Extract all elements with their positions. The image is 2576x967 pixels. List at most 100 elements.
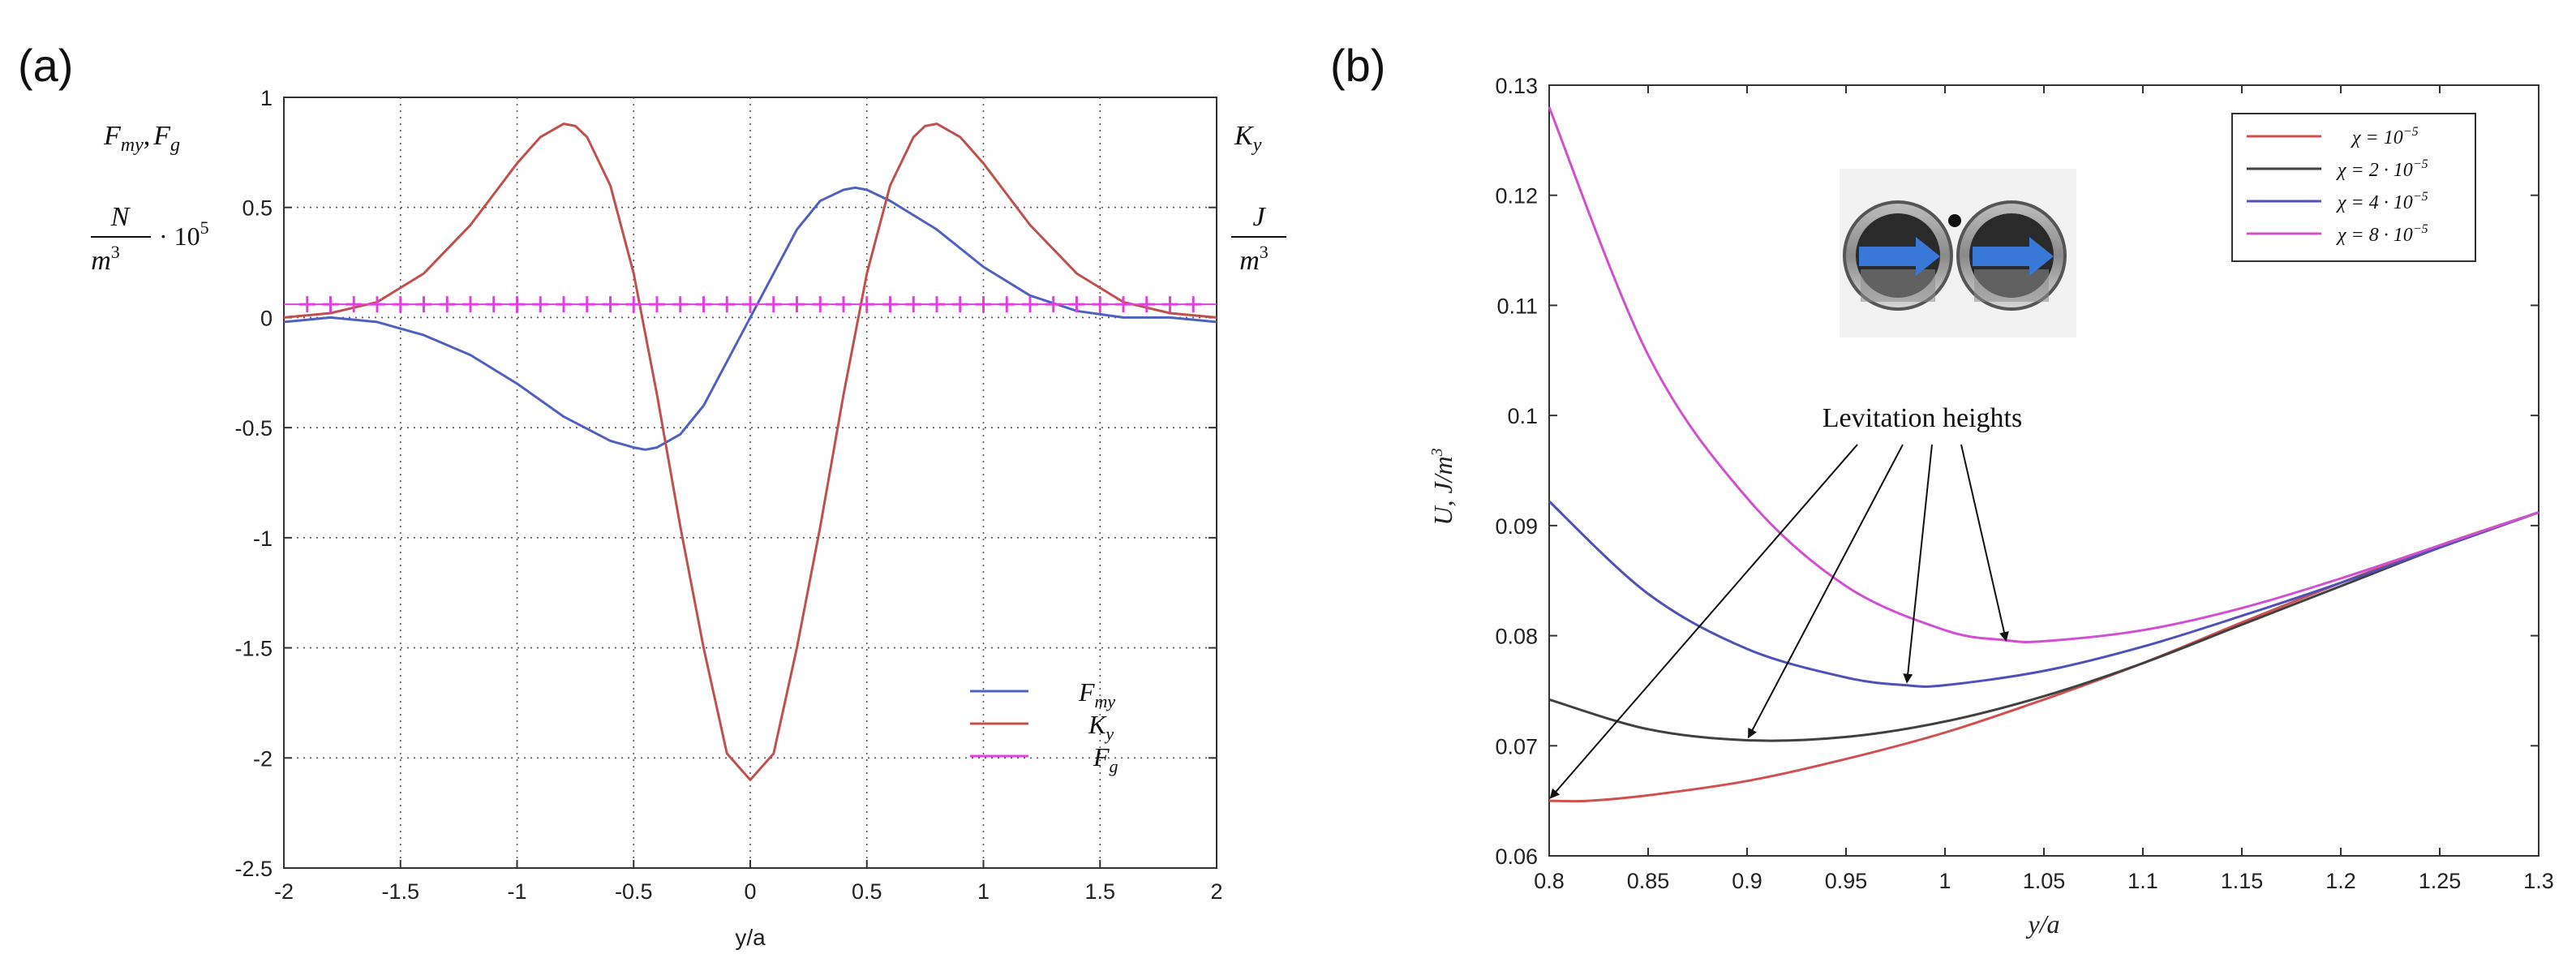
series-a-fg-marker bbox=[951, 296, 968, 313]
tick-label-b-x: 1.25 bbox=[2419, 869, 2462, 893]
tick-label-b-x: 1 bbox=[1938, 869, 1951, 893]
tick-label-a-x: 1.5 bbox=[1084, 879, 1115, 904]
svg-text:Fmy,Fg: Fmy, Fg bbox=[103, 121, 180, 156]
tick-label-b-y: 0.1 bbox=[1507, 404, 1538, 428]
series-a-fg-marker bbox=[439, 296, 456, 313]
chart-b-ticks: 0.8 0.85 0.9 0.95 1 1.05 1.1 1.15 1.2 1.25 1.3 0.06… bbox=[1495, 74, 2553, 893]
series-a-fg-marker bbox=[509, 296, 526, 313]
series-a-fg-marker bbox=[975, 296, 992, 313]
series-a-fg-marker bbox=[415, 296, 432, 313]
left-label-sub: my bbox=[121, 135, 144, 156]
svg-text:m3: m3 bbox=[1239, 242, 1269, 276]
series-a-fg-marker bbox=[485, 296, 502, 313]
left-unit-mult: · 10 bbox=[159, 221, 200, 251]
series-a-fg bbox=[284, 296, 1217, 313]
legend-b-3-name: χ = 8 · 10 bbox=[2336, 225, 2413, 246]
series-a-fg-marker bbox=[1161, 296, 1179, 313]
tick-label-b-y: 0.06 bbox=[1495, 845, 1538, 869]
series-a-fg-marker bbox=[1068, 296, 1085, 313]
series-a-fg-marker bbox=[556, 296, 572, 313]
chart-a-series bbox=[283, 122, 1217, 781]
tick-label-a-x: 1 bbox=[977, 879, 990, 904]
tick-label-b-y: 0.07 bbox=[1495, 734, 1538, 759]
legend-a-2-sub: g bbox=[1110, 756, 1118, 776]
tick-label-a-x: -1.5 bbox=[381, 879, 419, 904]
left-label-sep: , bbox=[144, 121, 151, 151]
series-a-fg-marker bbox=[625, 296, 642, 313]
legend-a-2-name: F bbox=[1093, 742, 1110, 771]
svg-text:m3: m3 bbox=[91, 242, 120, 276]
series-a-fg-marker bbox=[578, 296, 595, 313]
legend-a-1-name: K bbox=[1088, 710, 1107, 739]
legend-b-item-3: χ = 8 · 10−5 bbox=[2247, 222, 2428, 246]
series-a-fg-marker bbox=[602, 296, 619, 313]
series-a-fg-marker bbox=[1138, 296, 1155, 313]
series-a-fg-marker bbox=[1115, 296, 1131, 313]
series-a-fg-marker bbox=[929, 296, 945, 313]
tick-label-b-x: 0.85 bbox=[1627, 869, 1670, 893]
legend-a-item-1: Ky bbox=[970, 710, 1114, 744]
series-b-line-2 bbox=[1548, 500, 2540, 688]
series-a-fg-marker bbox=[835, 296, 852, 313]
series-a-fg-marker bbox=[719, 296, 736, 313]
tick-label-a-y: 0.5 bbox=[242, 196, 273, 221]
chart-b: 0.8 0.85 0.9 0.95 1 1.05 1.1 1.15 1.2 1.25 1.3 0.06… bbox=[1428, 74, 2554, 939]
series-a-fg-marker bbox=[298, 296, 316, 313]
tick-label-b-y: 0.08 bbox=[1495, 625, 1538, 649]
series-a-fg-marker bbox=[882, 296, 899, 313]
tick-label-a-y: -0.5 bbox=[234, 416, 273, 441]
tick-label-b-x: 1.05 bbox=[2023, 869, 2066, 893]
series-a-fg-marker bbox=[998, 296, 1015, 313]
chart-a-right-axis-label: Ky J m3 bbox=[1231, 121, 1286, 276]
right-label-sub: y bbox=[1252, 135, 1262, 156]
series-a-fg-marker bbox=[462, 296, 479, 313]
left-label-sub2: g bbox=[170, 135, 180, 156]
legend-b-0-name: χ = 10 bbox=[2351, 127, 2403, 148]
svg-text:· 105: · 105 bbox=[159, 217, 209, 251]
legend-b-2-exp: −5 bbox=[2413, 190, 2428, 204]
tick-label-b-x: 0.9 bbox=[1732, 869, 1762, 893]
chart-b-legend: χ = 10−5 χ = 2 · 10−5 χ = 4 · 10−5 χ = 8… bbox=[2231, 113, 2476, 262]
magnet-right-arrow bbox=[1973, 237, 2054, 276]
chart-b-arrows bbox=[1549, 444, 2009, 799]
panel-label-b: (b) bbox=[1330, 40, 1385, 91]
left-unit-num: N bbox=[110, 202, 131, 232]
left-unit-den-exp: 3 bbox=[111, 242, 120, 262]
left-unit-den: m bbox=[91, 246, 111, 276]
levitation-label: Levitation heights bbox=[1823, 403, 2022, 433]
chart-a-legend: Fmy Ky Fg bbox=[970, 677, 1118, 776]
legend-b-3-exp: −5 bbox=[2413, 222, 2428, 236]
tick-label-b-x: 1.1 bbox=[2127, 869, 2158, 893]
panel-label-a: (a) bbox=[18, 40, 73, 91]
svg-text:χ = 10−5: χ = 10−5 bbox=[2351, 125, 2419, 148]
left-label-name2: F bbox=[152, 121, 171, 151]
series-a-fg-marker bbox=[672, 296, 689, 313]
tick-label-a-y: 1 bbox=[260, 86, 273, 110]
legend-b-item-0: χ = 10−5 bbox=[2247, 125, 2419, 148]
chart-a-ticks: -2 -1.5 -1 -0.5 0 0.5 1 1.5 2-2.5-2-1.5-1-0.500.… bbox=[234, 86, 1222, 904]
series-a-fg-marker bbox=[742, 296, 758, 313]
tick-label-a-x: 0.5 bbox=[852, 879, 882, 904]
series-a-fg-marker bbox=[858, 296, 875, 313]
levitation-arrow-0 bbox=[1549, 444, 1858, 799]
legend-b-0-exp: −5 bbox=[2403, 125, 2419, 139]
chart-a-left-axis-label: Fmy, Fg N m3 · 105 bbox=[91, 121, 209, 276]
chart-b-ylabel: U, J/m bbox=[1428, 456, 1458, 525]
series-a-fg-marker bbox=[765, 296, 782, 313]
legend-a-1-sub: y bbox=[1104, 724, 1114, 744]
svg-text:Fmy: Fmy bbox=[1078, 677, 1115, 711]
tick-label-b-x: 1.2 bbox=[2325, 869, 2356, 893]
legend-a-0-name: F bbox=[1078, 677, 1095, 707]
series-a-fg-marker bbox=[392, 296, 409, 313]
series-a-fg-marker bbox=[695, 296, 712, 313]
svg-text:Fg: Fg bbox=[1093, 742, 1118, 776]
svg-text:U, J/m3: U, J/m3 bbox=[1428, 448, 1458, 525]
series-a-line-1 bbox=[283, 122, 1217, 781]
series-a-fg-marker bbox=[1045, 296, 1062, 313]
tick-label-a-x: -2 bbox=[274, 879, 294, 904]
series-a-fg-marker bbox=[812, 296, 829, 313]
levitation-arrow-1 bbox=[1748, 444, 1904, 739]
legend-b-2-name: χ = 4 · 10 bbox=[2336, 192, 2413, 213]
magnet-left-arrow bbox=[1859, 237, 1940, 276]
